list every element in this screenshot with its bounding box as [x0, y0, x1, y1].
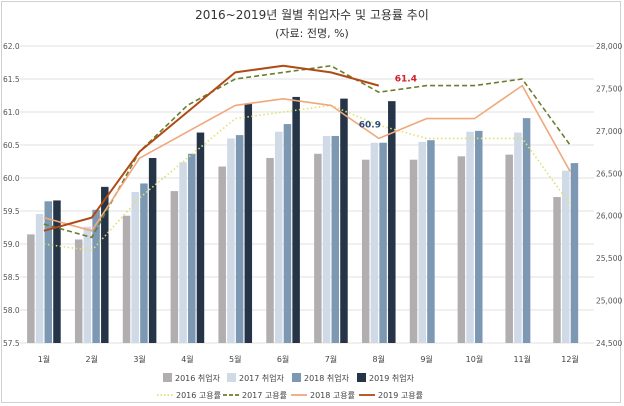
y-right-tick-label: 27,500 [596, 84, 622, 93]
bar [331, 135, 340, 343]
bar [379, 142, 387, 343]
y-left-tick-label: 57.5 [3, 339, 20, 348]
y-right-tick-label: 26,500 [596, 169, 622, 178]
bar [522, 118, 531, 343]
legend-swatch [227, 373, 236, 382]
chart-title: 2016~2019년 월별 취업자수 및 고용률 추이 [195, 8, 429, 22]
bar [188, 153, 196, 343]
bar [27, 234, 35, 343]
y-right-tick-label: 27,000 [596, 127, 622, 136]
x-tick-label: 8월 [373, 354, 385, 364]
bar [244, 103, 253, 344]
y-right-tick-label: 26,000 [596, 212, 622, 221]
bar [74, 239, 83, 343]
bar [322, 135, 331, 343]
legend-label: 2019 취업자 [369, 374, 415, 383]
bar [196, 132, 205, 343]
legend-swatch [163, 373, 172, 382]
x-tick-label: 11월 [513, 354, 531, 364]
x-tick-label: 2월 [86, 354, 98, 364]
y-left-tick-label: 62.0 [3, 42, 20, 51]
x-tick-label: 12월 [561, 354, 579, 364]
series-line [43, 65, 571, 239]
bar [235, 135, 244, 343]
x-tick-label: 9월 [420, 354, 432, 364]
y-left-tick-label: 58.5 [3, 273, 20, 282]
bar [92, 209, 100, 343]
y-left-tick-label: 61.0 [3, 108, 20, 117]
bar [35, 214, 44, 343]
bar [514, 132, 522, 343]
bar [314, 153, 322, 343]
data-label: 60.9 [359, 121, 381, 131]
legend-label: 2018 고용률 [310, 391, 355, 400]
legend-label: 2017 고용률 [242, 391, 287, 400]
bar [53, 200, 61, 343]
x-tick-label: 10월 [466, 354, 484, 364]
legend-label: 2018 취업자 [304, 374, 350, 383]
bar [292, 96, 300, 344]
bar [179, 162, 187, 343]
bar [283, 124, 292, 343]
x-tick-label: 5월 [229, 354, 241, 364]
bar [570, 163, 579, 343]
legend-label: 2017 취업자 [239, 374, 285, 383]
bar [340, 98, 348, 344]
series-line [43, 104, 571, 252]
y-right-tick-label: 25,500 [596, 254, 622, 263]
y-left-tick-label: 60.5 [3, 141, 20, 150]
bar [122, 215, 131, 343]
bar [361, 159, 370, 343]
bar [466, 131, 474, 343]
data-label: 61.4 [395, 75, 417, 85]
y-right-tick-label: 24,500 [596, 339, 622, 348]
x-tick-label: 1월 [38, 354, 50, 364]
bar [101, 186, 109, 343]
bar [553, 197, 561, 343]
x-tick-label: 3월 [133, 354, 145, 364]
x-tick-label: 4월 [181, 354, 193, 364]
bar [370, 142, 379, 343]
bar [44, 201, 53, 343]
x-tick-label: 6월 [277, 354, 289, 364]
bar [505, 154, 513, 343]
series-line [43, 64, 380, 232]
bar [418, 141, 426, 343]
y-left-tick-label: 59.5 [3, 207, 20, 216]
y-right-tick-label: 28,000 [596, 42, 622, 51]
legend-swatch [357, 373, 366, 382]
bar [227, 138, 235, 343]
x-tick-label: 7월 [325, 354, 337, 364]
bar [274, 131, 283, 343]
chart-subtitle: (자료: 전명, %) [275, 27, 349, 40]
y-left-tick-label: 60.0 [3, 174, 20, 183]
bar [170, 191, 179, 343]
legend-label: 2016 고용률 [176, 391, 221, 400]
bar [131, 191, 139, 343]
legend-label: 2016 취업자 [175, 374, 221, 383]
bar [218, 166, 226, 343]
bar [266, 158, 274, 343]
y-left-tick-label: 61.5 [3, 75, 20, 84]
bar [427, 140, 435, 343]
bar [561, 170, 570, 343]
bar [148, 158, 157, 343]
bar [475, 130, 483, 343]
bar [388, 101, 396, 344]
legend-label: 2019 고용률 [378, 391, 423, 400]
y-right-tick-label: 25,000 [596, 297, 622, 306]
y-left-tick-label: 59.0 [3, 240, 20, 249]
legend-swatch [292, 373, 301, 382]
bar [409, 159, 418, 343]
y-left-tick-label: 58.0 [3, 306, 20, 315]
bar [140, 183, 148, 343]
bar [457, 156, 466, 343]
series-line [43, 84, 571, 232]
bar [83, 226, 92, 343]
